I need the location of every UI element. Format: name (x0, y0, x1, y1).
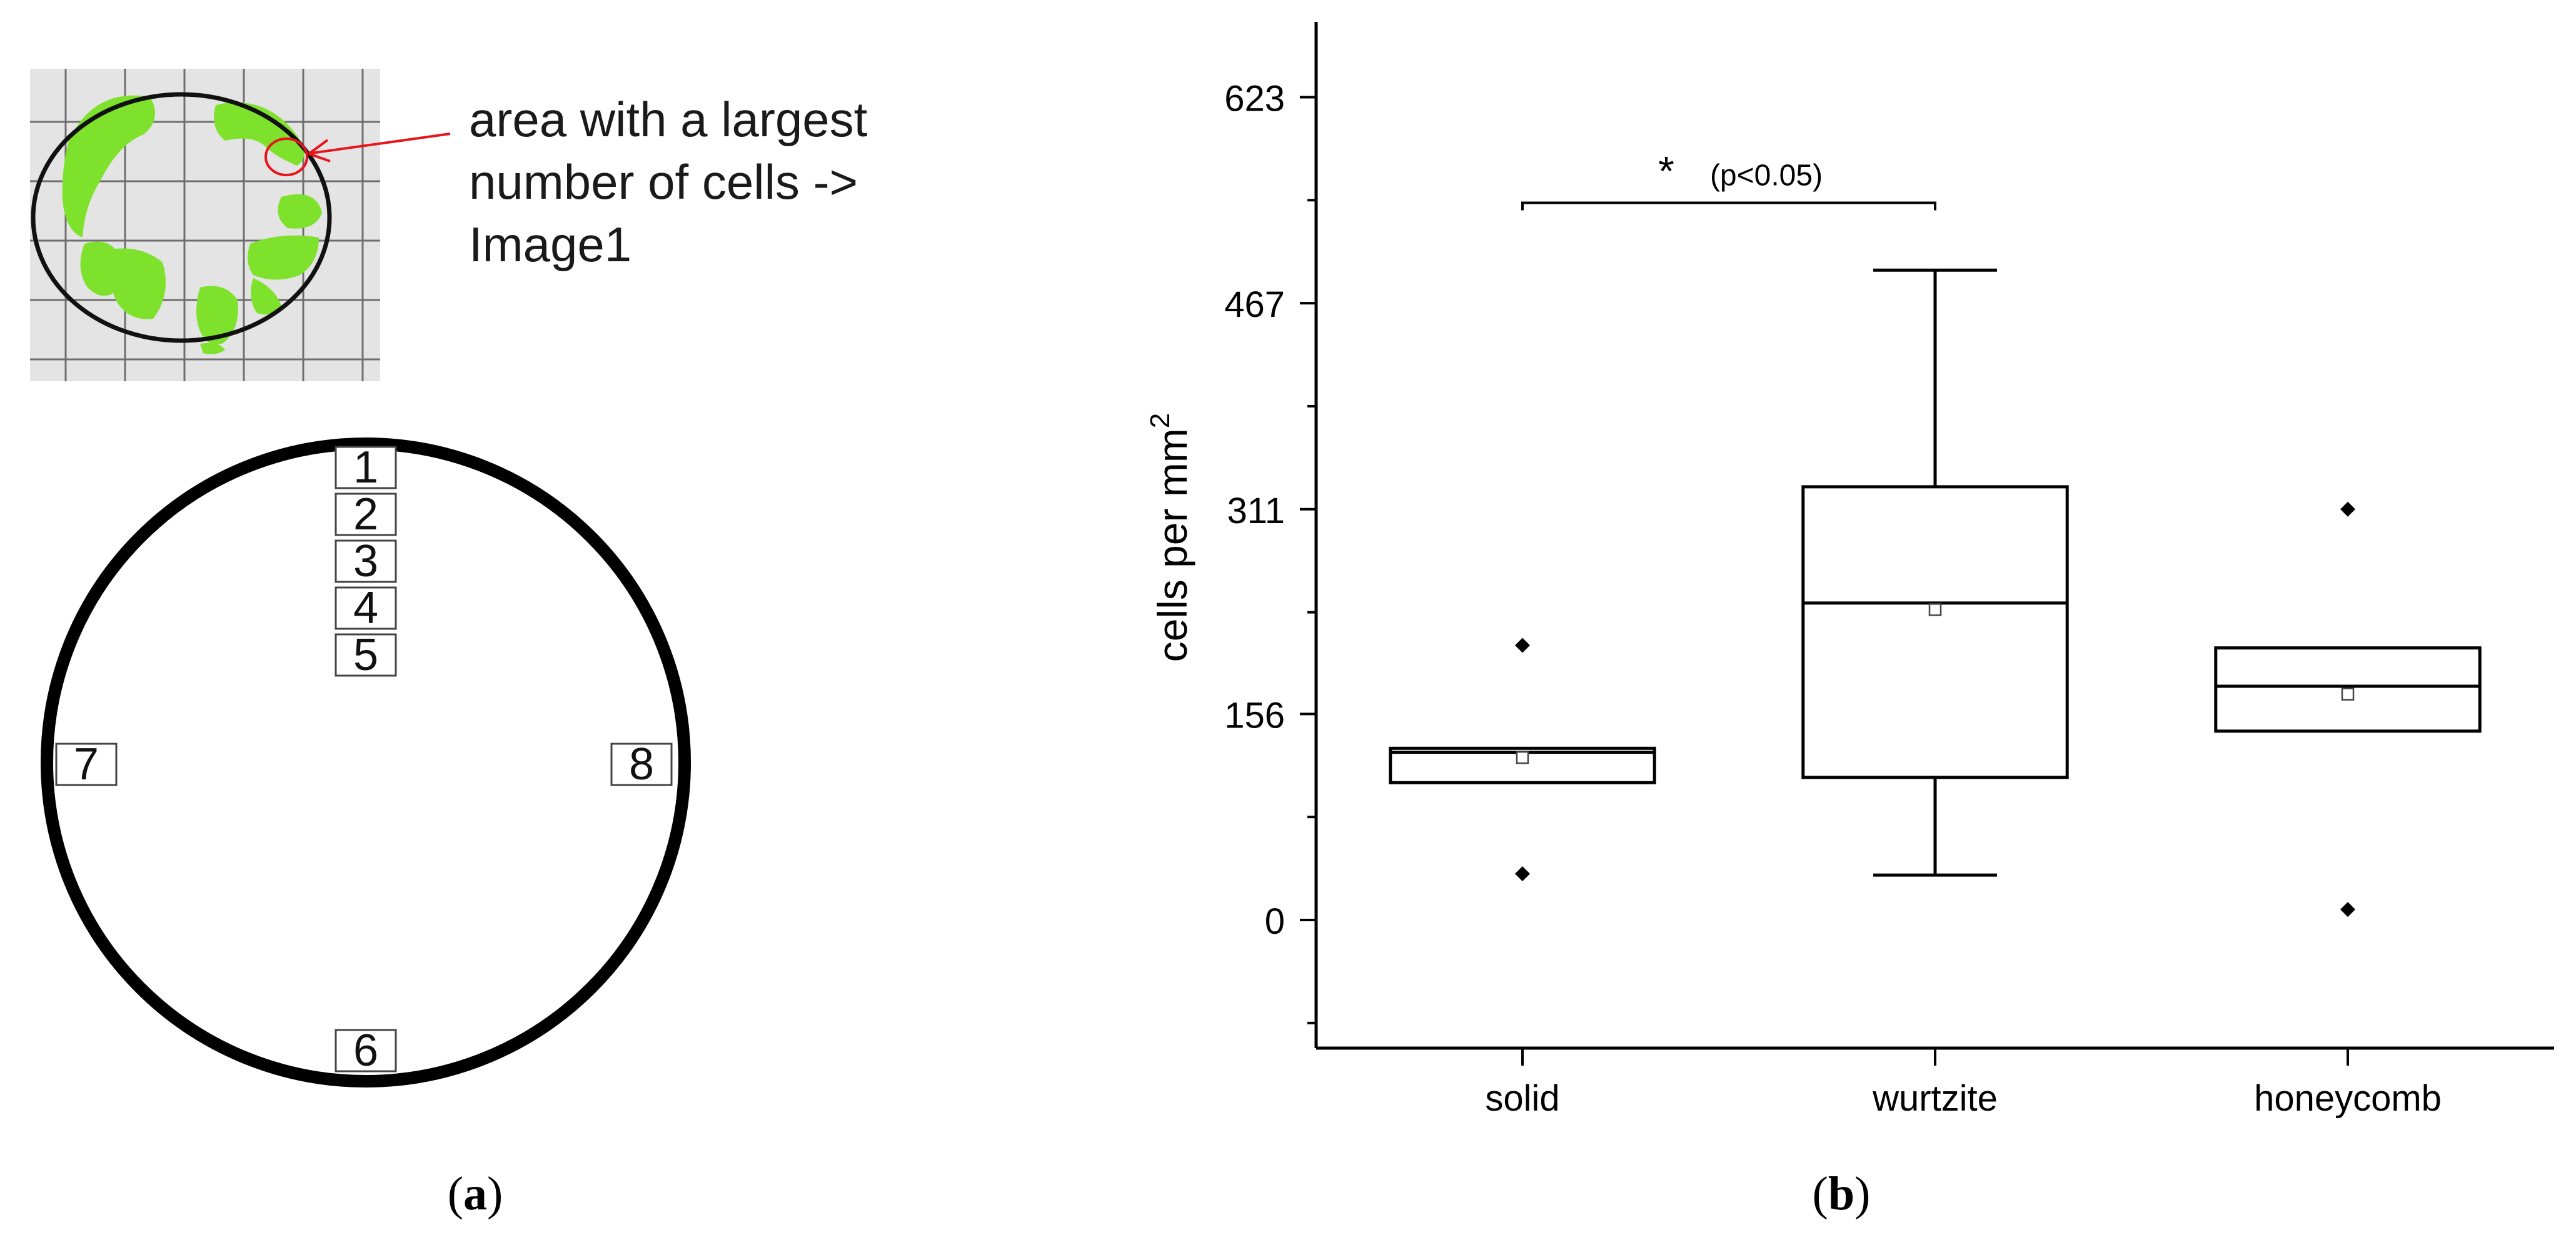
position-box (335, 492, 397, 536)
position-2: 2 (335, 489, 397, 539)
position-5: 5 (335, 630, 397, 680)
arrow-shaft (311, 132, 451, 154)
y-tick-label: 156 (1224, 695, 1285, 736)
y-axis-label-text: cells per mm (1149, 428, 1195, 662)
y-tick-label: 467 (1224, 284, 1285, 325)
significance-annotation: * (p<0.05) (1521, 148, 1936, 211)
position-label: 8 (629, 739, 654, 789)
box-solid (1389, 638, 1656, 882)
position-label: 3 (353, 536, 378, 586)
annotation-arrow (308, 132, 451, 162)
box-wurtzite (1801, 268, 2069, 877)
y-axis-label: cells per mm2 (1145, 413, 1195, 662)
position-box (610, 742, 673, 786)
position-6: 6 (335, 1026, 397, 1076)
x-tick-label: honeycomb (2254, 1078, 2442, 1119)
position-label: 1 (353, 442, 378, 492)
position-8: 8 (610, 739, 673, 789)
position-box (335, 446, 397, 489)
x-tick-label: wurtzite (1872, 1078, 1998, 1119)
x-ticks: solid wurtzite honeycomb (1485, 1048, 2442, 1119)
box-body (1801, 485, 2069, 779)
annotation-line-3: Image1 (469, 217, 631, 272)
x-tick-label: solid (1485, 1078, 1559, 1119)
y-tick-label: 623 (1224, 78, 1285, 119)
significance-bracket (1521, 201, 1936, 211)
position-label: 5 (353, 630, 378, 680)
position-box (335, 633, 397, 677)
position-box (335, 1029, 397, 1072)
box-series (1389, 268, 2482, 918)
position-4: 4 (335, 583, 397, 633)
panel-a-caption-letter: a (463, 1168, 487, 1220)
outlier-point (1515, 638, 1530, 653)
y-axis-label-superscript: 2 (1145, 413, 1175, 428)
cell-clusters (62, 95, 322, 354)
position-label: 7 (74, 739, 99, 789)
outlier-point (2340, 501, 2355, 517)
position-box (55, 742, 118, 786)
schematic-ring (41, 438, 691, 1088)
panel-b-caption: (b) (1813, 1168, 1871, 1220)
y-tick-label: 311 (1227, 491, 1285, 531)
position-box (335, 586, 397, 630)
dish-outline (31, 92, 332, 343)
outlier-point (1515, 866, 1530, 882)
y-tick-label: 0 (1265, 901, 1285, 942)
annotation-line-1: area with a largest (469, 92, 868, 147)
panel-b-caption-letter: b (1828, 1168, 1854, 1220)
panel-b: 0 156 311 467 623 solid wurtzite honeycomb * (p… (1145, 22, 2554, 1220)
mean-marker (1928, 603, 1942, 616)
position-3: 3 (335, 536, 397, 586)
significance-marker: * (1658, 148, 1674, 194)
position-schematic: 1 2 3 4 5 6 7 (41, 438, 691, 1088)
box-honeycomb (2214, 501, 2482, 918)
position-label: 2 (353, 489, 378, 539)
outlier-point (2340, 902, 2355, 918)
y-ticks: 0 156 311 467 623 (1224, 78, 1316, 1024)
panel-a-caption: (a) (448, 1168, 503, 1220)
position-1: 1 (335, 442, 397, 492)
annotation-line-2: number of cells -> (469, 154, 858, 209)
sample-photo (30, 69, 380, 381)
position-box (335, 539, 397, 583)
panel-a: area with a largest number of cells -> I… (30, 69, 868, 1220)
mean-marker (1516, 751, 1529, 764)
position-label: 4 (353, 583, 378, 633)
box-body (1389, 746, 1656, 784)
mean-marker (2341, 688, 2355, 701)
box-body (2214, 646, 2482, 733)
position-7: 7 (55, 739, 118, 789)
highest-density-marker (264, 138, 308, 176)
significance-label: (p<0.05) (1710, 159, 1823, 192)
arrow-head-icon (308, 139, 331, 162)
position-label: 6 (353, 1026, 378, 1076)
